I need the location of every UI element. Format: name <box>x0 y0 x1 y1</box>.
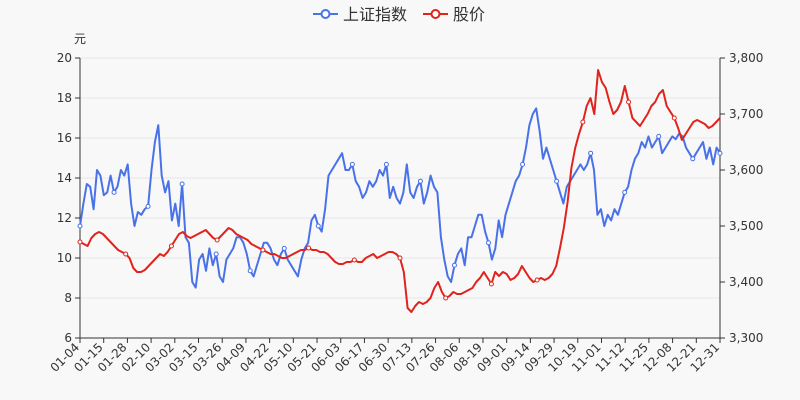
series-point-index <box>486 240 492 246</box>
y-left-tick-label: 16 <box>57 131 72 145</box>
series-point-price <box>351 257 357 263</box>
series-point-index <box>383 161 389 167</box>
series-point-index <box>622 189 628 195</box>
y-left-tick-label: 10 <box>57 251 72 265</box>
series-point-index <box>717 150 723 156</box>
series-point-index <box>111 189 117 195</box>
series-point-price <box>306 245 312 251</box>
series-point-price <box>123 251 129 257</box>
y-left-tick-label: 14 <box>57 171 72 185</box>
legend-swatch-dot <box>320 9 331 19</box>
y-left-unit-label: 元 <box>74 32 86 46</box>
y-right-tick-label: 3,500 <box>729 219 763 233</box>
y-right-tick-label: 3,800 <box>729 51 763 65</box>
y-left-tick-label: 12 <box>57 211 72 225</box>
series-point-index <box>281 245 287 251</box>
series-point-index <box>554 178 560 184</box>
legend: 上证指数 股价 <box>313 5 485 24</box>
legend-label: 上证指数 <box>343 5 407 24</box>
series-point-price <box>397 255 403 261</box>
series-point-index <box>588 150 594 156</box>
y-right-tick-label: 3,400 <box>729 275 763 289</box>
series-point-price <box>580 119 586 125</box>
series-point-price <box>626 99 632 105</box>
series-point-price <box>214 237 220 243</box>
series-point-index <box>213 251 219 257</box>
y-right-tick-label: 3,700 <box>729 107 763 121</box>
series-line-index <box>79 107 721 289</box>
legend-swatch-dot <box>430 9 441 19</box>
plot-area <box>77 69 723 313</box>
series-point-index <box>349 161 355 167</box>
y-right-tick-label: 3,600 <box>729 163 763 177</box>
y-left-tick-label: 20 <box>57 51 72 65</box>
series-point-index <box>77 223 83 229</box>
series-point-index <box>145 203 151 209</box>
y-left-tick-label: 6 <box>64 331 72 345</box>
series-point-price <box>488 281 494 287</box>
legend-label: 股价 <box>453 5 485 24</box>
series-point-index <box>690 156 696 162</box>
series-point-price <box>671 115 677 121</box>
series-point-index <box>247 268 253 274</box>
series-point-index <box>417 178 423 184</box>
series-point-index <box>656 133 662 139</box>
series-point-price <box>534 277 540 283</box>
series-point-price <box>168 243 174 249</box>
y-left-tick-label: 8 <box>64 291 72 305</box>
series-point-price <box>260 247 266 253</box>
series-point-price <box>77 239 83 245</box>
series-point-index <box>179 181 185 187</box>
series-point-price <box>443 295 449 301</box>
y-right-tick-label: 3,300 <box>729 331 763 345</box>
series-point-index <box>315 223 321 229</box>
y-left-tick-label: 18 <box>57 91 72 105</box>
series-point-index <box>520 161 526 167</box>
series-point-index <box>451 262 457 268</box>
